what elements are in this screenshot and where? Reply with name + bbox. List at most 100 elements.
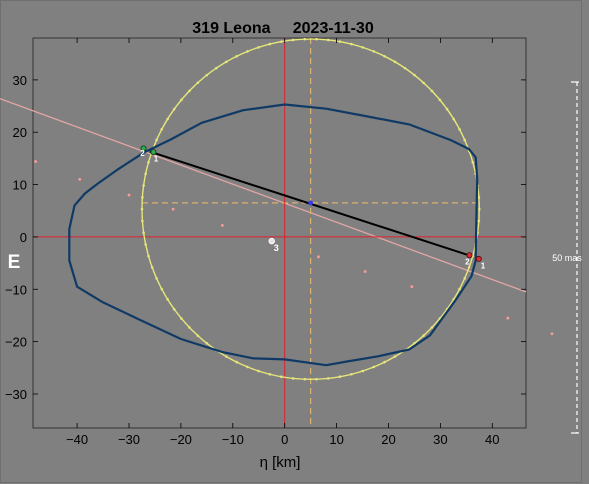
- limb-circle-marker: [142, 231, 145, 235]
- center-point: [308, 200, 314, 206]
- x-tick-label: 0: [281, 432, 288, 447]
- limb-circle-marker: [291, 377, 295, 380]
- x-tick-label: −40: [66, 432, 88, 447]
- limb-circle-marker: [144, 172, 147, 176]
- limb-circle-marker: [268, 372, 272, 376]
- limb-circle-marker: [471, 160, 475, 164]
- x-tick-label: 30: [433, 432, 447, 447]
- x-tick-label: 20: [381, 432, 395, 447]
- limb-circle-marker: [315, 38, 318, 41]
- limb-circle-marker: [458, 128, 461, 131]
- limb-circle-marker: [142, 184, 145, 187]
- limb-circle-marker: [160, 287, 164, 291]
- limb-circle-marker: [205, 73, 209, 77]
- limb-circle-marker: [458, 287, 461, 291]
- scale-bar: 50 mas: [552, 81, 582, 434]
- east-direction-label: E: [8, 252, 21, 273]
- x-tick-label: −20: [170, 432, 192, 447]
- x-axis-label: η [km]: [260, 454, 301, 471]
- limb-circle-marker: [257, 46, 260, 49]
- chord-start-marker: [140, 145, 147, 152]
- chord-endpoint-label: 2: [465, 257, 470, 266]
- chord-start-marker: [150, 149, 157, 156]
- limb-circle-marker: [361, 369, 365, 373]
- limb-circle-marker: [463, 277, 467, 280]
- limb-circle-marker: [303, 377, 307, 381]
- limb-circle-marker: [155, 277, 158, 280]
- limb-circle-marker: [338, 375, 342, 379]
- limb-circle-marker: [141, 196, 144, 199]
- limb-circle-marker: [205, 341, 209, 345]
- y-tick-label: 30: [13, 73, 27, 88]
- limb-circle-marker: [422, 81, 425, 85]
- marked-star: [268, 237, 275, 245]
- limb-circle-marker: [172, 107, 176, 111]
- field-star: [410, 285, 414, 289]
- limb-circle-marker: [246, 365, 249, 369]
- limb-circle-marker: [430, 326, 434, 329]
- chart-title: 319 Leona 2023-11-30: [192, 20, 374, 37]
- limb-circle-marker: [452, 298, 455, 301]
- limb-circle-marker: [350, 42, 353, 46]
- x-tick-label: −30: [118, 432, 140, 447]
- limb-circle-marker: [150, 266, 154, 269]
- limb-circle-marker: [235, 360, 239, 364]
- limb-circle-marker: [180, 317, 183, 320]
- limb-circle-marker: [350, 372, 353, 376]
- limb-circle-marker: [215, 66, 218, 70]
- limb-circle-marker: [422, 334, 425, 337]
- limb-circle-marker: [430, 89, 434, 93]
- field-star: [317, 255, 320, 259]
- limb-circle-marker: [172, 307, 176, 311]
- limb-circle-marker: [280, 375, 283, 379]
- limb-circle-marker: [338, 40, 342, 43]
- field-star: [550, 332, 554, 336]
- x-tick-label: 10: [329, 432, 343, 447]
- limb-circle-marker: [361, 46, 365, 49]
- limb-circle-marker: [160, 128, 164, 131]
- y-tick-label: 0: [20, 230, 27, 245]
- marked-star-label: 3: [274, 243, 279, 253]
- limb-circle-marker: [147, 160, 150, 164]
- field-star: [78, 177, 82, 181]
- limb-circle-marker: [155, 138, 158, 142]
- y-tick-label: −20: [5, 335, 27, 350]
- limb-circle-marker: [280, 40, 283, 43]
- asteroid-shape-outline: [68, 103, 479, 367]
- field-star: [127, 193, 131, 197]
- limb-circle-marker: [326, 377, 330, 380]
- limb-circle-marker: [188, 326, 191, 329]
- limb-circle-marker: [180, 98, 183, 102]
- y-tick-label: −10: [5, 282, 27, 297]
- limb-circle-marker: [246, 50, 249, 53]
- limb-circle-marker: [144, 243, 147, 246]
- limb-circle-marker: [225, 60, 228, 64]
- limb-circle-marker: [166, 117, 169, 121]
- limb-circle-marker: [463, 138, 467, 142]
- limb-circle-marker: [196, 334, 200, 337]
- limb-circle-marker: [141, 219, 144, 223]
- limb-circle-marker: [383, 360, 386, 364]
- limb-circle-marker: [393, 60, 397, 64]
- field-star: [363, 270, 367, 273]
- axes-frame: [32, 37, 527, 429]
- field-star: [34, 160, 37, 163]
- y-tick-label: 10: [13, 178, 27, 193]
- field-star: [221, 224, 224, 227]
- y-tick-label: −30: [5, 387, 27, 402]
- limb-circle-marker: [188, 89, 191, 93]
- limb-circle-marker: [467, 266, 471, 269]
- plot-area: [32, 37, 527, 429]
- limb-circle-marker: [235, 54, 239, 58]
- field-star: [506, 316, 510, 320]
- limb-circle-marker: [383, 54, 386, 58]
- limb-circle-marker: [196, 81, 200, 85]
- limb-circle-marker: [326, 38, 330, 42]
- y-tick-label: 20: [13, 125, 27, 140]
- limb-circle-marker: [372, 50, 376, 53]
- field-star: [171, 207, 175, 211]
- limb-circle-marker: [445, 107, 449, 111]
- limb-circle-marker: [413, 73, 416, 77]
